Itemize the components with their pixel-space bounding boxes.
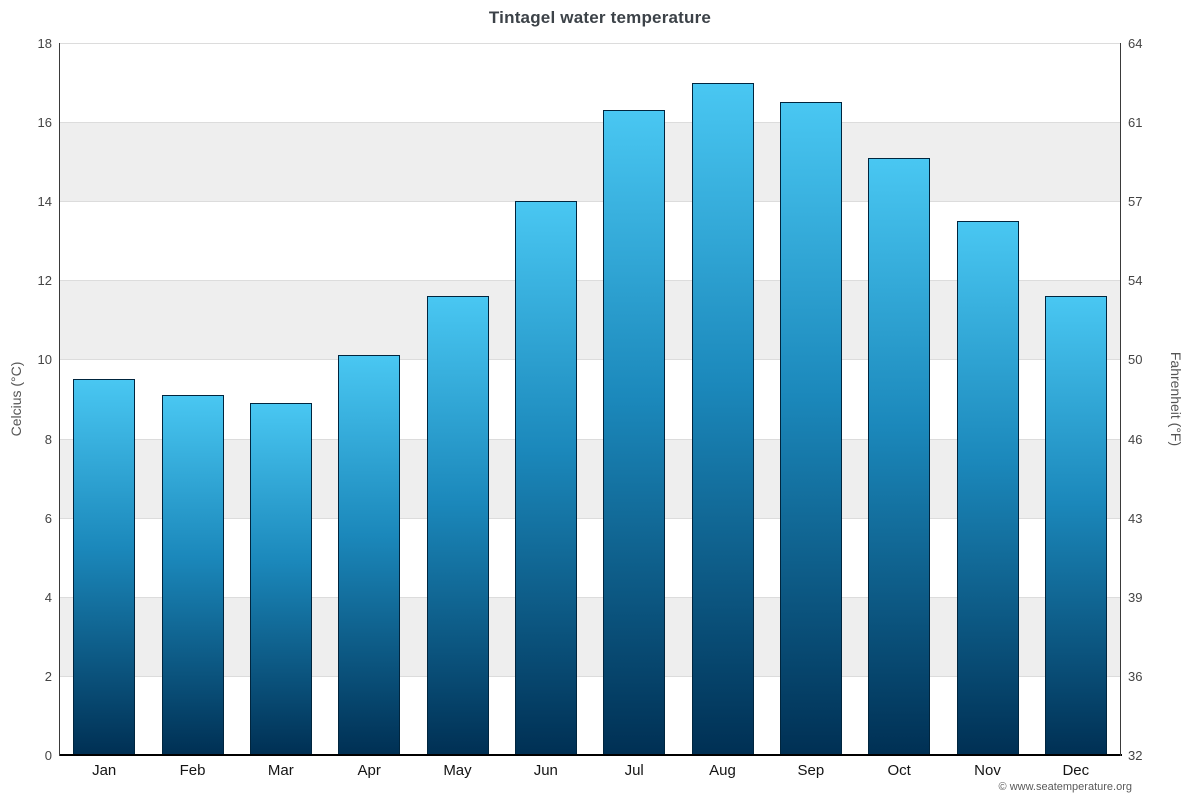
- y-tick-fahrenheit-43: 43: [1128, 510, 1143, 526]
- y-tick-celsius-8: 8: [44, 431, 52, 447]
- bar-jan[interactable]: [73, 379, 136, 755]
- grid-line: [60, 201, 1120, 203]
- y-tick-celsius-14: 14: [37, 194, 52, 210]
- bar-apr[interactable]: [338, 355, 401, 755]
- x-axis-label-apr: Apr: [357, 762, 381, 779]
- y-tick-fahrenheit-64: 64: [1128, 36, 1143, 51]
- x-axis-label-nov: Nov: [974, 762, 1001, 779]
- y-tick-celsius-12: 12: [37, 273, 52, 289]
- y-tick-fahrenheit-46: 46: [1128, 431, 1143, 447]
- y-tick-celsius-16: 16: [37, 115, 52, 131]
- x-axis-label-jul: Jul: [624, 762, 644, 779]
- x-axis-label-oct: Oct: [887, 762, 911, 779]
- bar-jun[interactable]: [514, 201, 577, 755]
- x-axis-label-dec: Dec: [1062, 762, 1090, 779]
- y-tick-celsius-10: 10: [37, 352, 52, 368]
- chart-title: Tintagel water temperature: [488, 8, 712, 27]
- bar-aug[interactable]: [691, 82, 754, 755]
- y-tick-celsius-2: 2: [44, 668, 52, 684]
- grid-line: [60, 359, 1120, 361]
- grid-band: [60, 122, 1120, 202]
- bar-nov[interactable]: [956, 221, 1019, 755]
- y-tick-fahrenheit-39: 39: [1128, 589, 1143, 605]
- y-tick-celsius-18: 18: [37, 36, 52, 51]
- plot-area: [60, 43, 1120, 755]
- y-tick-fahrenheit-36: 36: [1128, 668, 1143, 684]
- x-axis-label-aug: Aug: [709, 762, 736, 779]
- bar-sep[interactable]: [779, 102, 842, 755]
- bar-feb[interactable]: [161, 395, 224, 755]
- bar-oct[interactable]: [868, 157, 931, 755]
- bar-may[interactable]: [426, 296, 489, 755]
- grid-line: [60, 517, 1120, 519]
- y-tick-fahrenheit-61: 61: [1128, 115, 1143, 131]
- bar-mar[interactable]: [249, 402, 312, 755]
- axis-title-celsius: Celcius (°C): [8, 361, 24, 437]
- y-axis-line-left: [59, 43, 60, 756]
- x-axis-label-mar: Mar: [267, 762, 294, 779]
- x-axis-label-feb: Feb: [179, 762, 206, 779]
- y-tick-fahrenheit-32: 32: [1128, 748, 1143, 763]
- x-axis-label-sep: Sep: [797, 762, 825, 779]
- y-tick-fahrenheit-50: 50: [1128, 352, 1143, 368]
- y-tick-celsius-0: 0: [44, 748, 52, 763]
- y-tick-celsius-4: 4: [44, 589, 52, 605]
- grid-band: [60, 596, 1120, 676]
- y-axis-line-right: [1120, 43, 1121, 756]
- y-tick-celsius-6: 6: [44, 510, 52, 526]
- y-tick-fahrenheit-57: 57: [1128, 194, 1143, 210]
- bar-dec[interactable]: [1044, 296, 1107, 755]
- grid-line: [60, 438, 1120, 440]
- x-axis-label-jun: Jun: [533, 762, 558, 779]
- x-axis-label-jan: Jan: [92, 762, 117, 779]
- grid-line: [60, 596, 1120, 598]
- credit-text: © www.seatemperature.org: [998, 781, 1132, 793]
- grid-band: [60, 438, 1120, 518]
- grid-line: [60, 675, 1120, 677]
- grid-band: [60, 280, 1120, 360]
- y-tick-fahrenheit-54: 54: [1128, 273, 1143, 289]
- grid-line: [60, 122, 1120, 124]
- x-axis-line: [59, 754, 1122, 756]
- grid-line: [60, 43, 1120, 44]
- x-axis-label-may: May: [443, 762, 472, 779]
- grid-line: [60, 280, 1120, 282]
- bar-jul[interactable]: [603, 110, 666, 755]
